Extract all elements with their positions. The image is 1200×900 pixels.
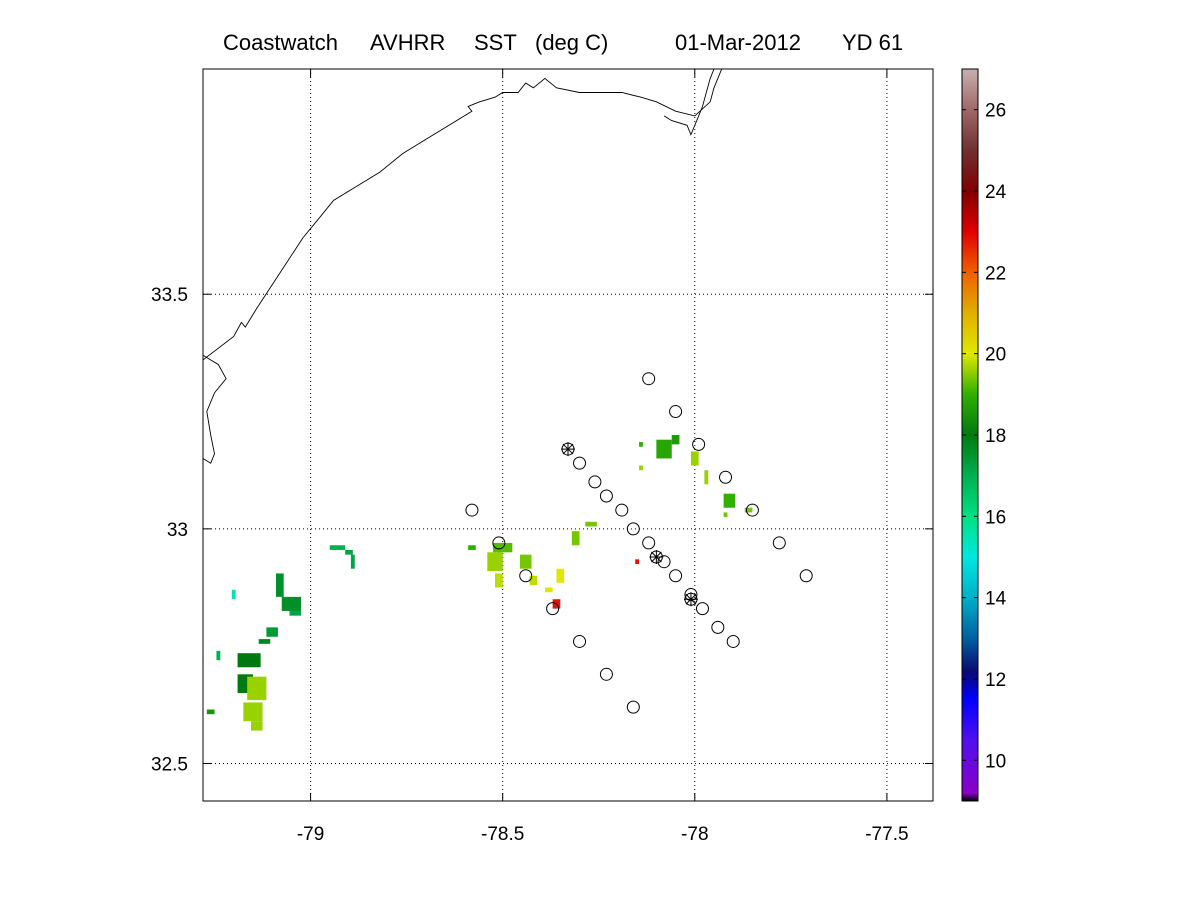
title-product: SST	[474, 30, 517, 55]
station-marker	[573, 634, 587, 648]
colorbar-tick-label: 16	[985, 507, 1006, 528]
sst-pixel	[243, 702, 263, 722]
sst-pixel	[723, 493, 736, 508]
sst-pixel	[468, 545, 476, 550]
coastline-main	[203, 69, 723, 361]
title-date: 01-Mar-2012	[675, 30, 801, 55]
x-tick-label: -78.5	[481, 824, 524, 845]
station-marker	[492, 536, 506, 550]
colorbar-tick-label: 12	[985, 670, 1006, 691]
y-tick-label: 33.5	[151, 285, 188, 306]
sst-pixel	[495, 573, 503, 588]
sst-pixel	[206, 709, 215, 715]
station-marker	[745, 503, 759, 517]
colorbar-tick-label: 18	[985, 426, 1006, 447]
sst-pixel	[266, 627, 278, 637]
sst-pixel	[237, 653, 261, 668]
title-source: Coastwatch	[223, 30, 338, 55]
x-tick-label: -77.5	[865, 824, 908, 845]
sst-pixel	[231, 589, 236, 600]
station-marker	[669, 569, 683, 583]
station-marker	[626, 700, 640, 714]
station-star-marker	[683, 592, 698, 607]
sst-pixel	[723, 512, 728, 518]
station-marker	[772, 536, 786, 550]
station-marker	[588, 475, 602, 489]
station-marker	[719, 470, 733, 484]
coastline	[203, 69, 723, 464]
coastline-cove	[203, 354, 227, 464]
sst-pixel	[519, 554, 532, 569]
station-marker	[726, 634, 740, 648]
station-markers	[465, 372, 813, 714]
sst-pixel	[487, 552, 503, 572]
station-marker	[519, 569, 533, 583]
station-marker	[599, 667, 613, 681]
sst-pixel	[704, 470, 709, 485]
sst-pixel	[671, 435, 680, 445]
station-marker	[642, 372, 656, 386]
colorbar-tick-label: 24	[985, 182, 1007, 203]
station-marker	[599, 489, 613, 503]
plot-area	[203, 69, 933, 801]
axis-ticks: -79 -78.5 -78 -77.5 32.5 33 33.5	[151, 69, 933, 845]
colorbar-tick-label: 10	[985, 751, 1006, 772]
y-tick-label: 32.5	[151, 754, 188, 775]
station-marker	[546, 602, 560, 616]
sst-pixel	[258, 639, 271, 644]
y-tick-label: 33	[167, 520, 188, 541]
station-marker	[626, 522, 640, 536]
title-sensor: AVHRR	[370, 30, 446, 55]
sst-pixel	[585, 521, 597, 527]
station-marker	[799, 569, 813, 583]
sst-pixel	[289, 610, 301, 616]
sst-pixel	[544, 587, 553, 593]
sst-pixel	[329, 545, 346, 550]
colorbar: 10 12 14 16 18 20 22 24 26	[961, 68, 1007, 802]
sst-pixel	[276, 573, 284, 597]
sst-pixel	[556, 568, 565, 583]
sst-pixel	[635, 559, 640, 565]
station-marker	[642, 536, 656, 550]
station-marker	[615, 503, 629, 517]
station-star-marker	[561, 442, 575, 457]
station-marker	[573, 456, 587, 470]
sst-pixel	[247, 676, 267, 701]
colorbar-tick-label: 22	[985, 263, 1006, 284]
sst-pixel	[350, 554, 355, 569]
plot-frame	[202, 68, 934, 802]
station-marker	[695, 602, 709, 616]
sst-pixel	[251, 721, 263, 731]
sst-pixel	[690, 451, 699, 466]
sst-pixel	[571, 531, 580, 546]
station-star-marker	[649, 550, 664, 564]
sst-pixel	[744, 507, 753, 513]
station-marker	[692, 437, 706, 451]
station-marker	[711, 620, 725, 634]
title-yearday: YD 61	[842, 30, 904, 55]
station-marker	[657, 555, 671, 569]
sst-pixels	[206, 435, 753, 731]
sst-pixel	[216, 650, 221, 661]
x-tick-label: -79	[297, 824, 324, 845]
colorbar-tick-label: 20	[985, 345, 1006, 366]
title-units: (deg C)	[535, 30, 609, 55]
colorbar-tick-label: 14	[985, 589, 1007, 610]
sst-pixel	[639, 442, 643, 447]
sst-pixel	[281, 596, 301, 611]
sst-pixel	[656, 439, 672, 459]
grid-lines	[203, 69, 933, 801]
sst-pixel	[345, 549, 353, 555]
station-marker	[669, 405, 683, 419]
station-marker	[465, 503, 479, 517]
sst-pixel	[639, 465, 643, 471]
colorbar-tick-label: 26	[985, 101, 1006, 122]
sst-pixel	[529, 575, 538, 586]
coastline-cove	[663, 69, 715, 136]
x-tick-label: -78	[681, 824, 708, 845]
